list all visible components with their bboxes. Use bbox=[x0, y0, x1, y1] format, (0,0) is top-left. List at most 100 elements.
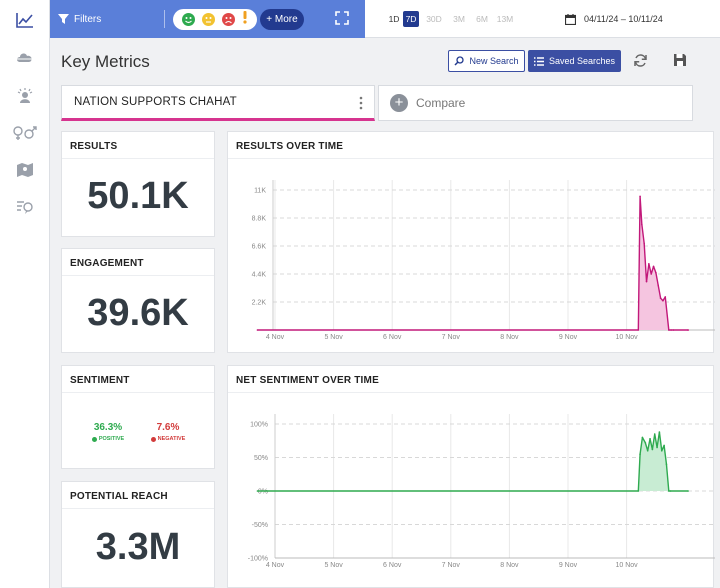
data-point bbox=[667, 329, 670, 331]
nav-gender-icon[interactable] bbox=[10, 120, 40, 146]
calendar-icon bbox=[565, 13, 576, 25]
filters-label: Filters bbox=[74, 13, 102, 25]
x-tick-label: 10 Nov bbox=[616, 562, 639, 569]
list-icon bbox=[533, 56, 544, 66]
search-icon bbox=[454, 56, 465, 66]
positive-face-icon[interactable] bbox=[182, 13, 196, 26]
exclamation-icon[interactable] bbox=[242, 10, 248, 29]
nav-map-icon[interactable] bbox=[10, 157, 40, 183]
series-area bbox=[257, 432, 689, 491]
data-point bbox=[687, 490, 689, 492]
date-bar: 1D 7D 30D 3M 6M 13M 04/11/24 – 10/11/24 bbox=[365, 0, 720, 38]
reach-title: POTENTIAL REACH bbox=[70, 491, 168, 502]
more-filters-button[interactable]: + More bbox=[260, 9, 304, 30]
add-compare-icon: + bbox=[390, 94, 408, 112]
date-range-text: 04/11/24 – 10/11/24 bbox=[584, 14, 663, 24]
engagement-title: ENGAGEMENT bbox=[70, 258, 144, 269]
y-tick-label: -100% bbox=[248, 556, 268, 563]
data-point bbox=[649, 437, 651, 440]
date-range-7d[interactable]: 7D bbox=[403, 11, 419, 27]
positive-label: POSITIVE bbox=[98, 436, 125, 442]
date-range-picker[interactable]: 04/11/24 – 10/11/24 bbox=[565, 10, 663, 28]
expand-icon[interactable] bbox=[335, 11, 349, 30]
data-point bbox=[653, 433, 656, 435]
positive-dot-icon bbox=[91, 436, 97, 442]
data-point bbox=[652, 265, 655, 268]
save-icon[interactable] bbox=[673, 53, 687, 72]
net-sentiment-chart[interactable]: 4 Nov 5 Nov 6 Nov 7 Nov 8 Nov 9 Nov 10 Nov 100%… bbox=[228, 394, 715, 588]
nav-influencer-icon[interactable] bbox=[10, 83, 40, 109]
data-point bbox=[672, 329, 675, 331]
x-tick-label: 6 Nov bbox=[383, 334, 402, 341]
x-tick-label: 10 Nov bbox=[616, 334, 639, 341]
y-tick-label: 6.6K bbox=[252, 244, 267, 251]
date-range-1d[interactable]: 1D bbox=[388, 14, 400, 24]
results-value: 50.1K bbox=[87, 175, 189, 217]
saved-searches-button[interactable]: Saved Searches bbox=[528, 50, 621, 72]
filters-button[interactable]: Filters bbox=[58, 9, 101, 29]
search-tab-main[interactable]: NATION SUPPORTS CHAHAT bbox=[61, 85, 375, 121]
new-search-label: New Search bbox=[469, 56, 519, 66]
page-title: Key Metrics bbox=[61, 52, 150, 71]
divider bbox=[164, 10, 165, 28]
x-tick-label: 7 Nov bbox=[442, 334, 461, 341]
date-range-30d[interactable]: 30D bbox=[426, 14, 442, 24]
date-range-6m[interactable]: 6M bbox=[476, 14, 488, 24]
new-search-button[interactable]: New Search bbox=[448, 50, 525, 72]
data-point bbox=[641, 223, 643, 226]
reach-card: POTENTIAL REACH 3.3M bbox=[61, 481, 215, 588]
data-point bbox=[648, 263, 650, 265]
net-sentiment-card: NET SENTIMENT OVER TIME 4 Nov 5 Nov 6 Nov 7… bbox=[227, 365, 715, 588]
series-line bbox=[257, 195, 689, 331]
positive-pct: 36.3% bbox=[93, 422, 123, 433]
data-point bbox=[643, 242, 645, 245]
data-point bbox=[656, 446, 658, 449]
x-tick-label: 7 Nov bbox=[442, 562, 461, 569]
results-chart[interactable]: 4 Nov 5 Nov 6 Nov 7 Nov 8 Nov 9 Nov 10 Nov 2.2K… bbox=[228, 160, 715, 350]
negative-dot-icon bbox=[150, 436, 156, 442]
series-line bbox=[257, 431, 689, 492]
results-over-time-card: RESULTS OVER TIME 4 Nov 5 Nov 6 Nov 7 Nov 8 … bbox=[227, 131, 715, 353]
data-point bbox=[650, 273, 653, 275]
y-tick-label: 2.2K bbox=[252, 300, 267, 307]
data-point bbox=[646, 450, 649, 452]
sentiment-filter[interactable] bbox=[173, 9, 257, 30]
search-name: NATION SUPPORTS CHAHAT bbox=[74, 96, 237, 108]
y-tick-label: 100% bbox=[250, 422, 268, 429]
reach-value: 3.3M bbox=[95, 526, 181, 568]
x-tick-label: 4 Nov bbox=[266, 562, 285, 569]
data-point bbox=[667, 490, 670, 492]
negative-face-icon[interactable] bbox=[221, 13, 235, 26]
refresh-icon[interactable] bbox=[633, 53, 648, 73]
data-point bbox=[665, 463, 668, 465]
data-point bbox=[663, 444, 665, 447]
positive-sentiment: 36.3% POSITIVE bbox=[86, 422, 130, 442]
negative-sentiment: 7.6% NEGATIVE bbox=[146, 422, 190, 442]
data-point bbox=[651, 448, 654, 451]
data-point bbox=[639, 453, 641, 455]
nav-cloud-icon[interactable] bbox=[10, 44, 40, 70]
results-card: RESULTS 50.1K bbox=[61, 131, 215, 237]
x-tick-label: 8 Nov bbox=[500, 334, 519, 341]
results-title: RESULTS bbox=[70, 141, 118, 152]
x-tick-label: 9 Nov bbox=[559, 562, 578, 569]
x-tick-label: 6 Nov bbox=[383, 562, 402, 569]
sentiment-card: SENTIMENT 36.3% POSITIVE 7.6% NEGATIVE bbox=[61, 365, 215, 469]
y-tick-label: -50% bbox=[252, 522, 268, 529]
negative-pct: 7.6% bbox=[156, 422, 180, 433]
kebab-menu-icon[interactable] bbox=[359, 96, 363, 115]
y-tick-label: 8.8K bbox=[252, 216, 267, 223]
data-point bbox=[645, 280, 648, 283]
nav-trend-icon[interactable] bbox=[10, 7, 40, 33]
data-point bbox=[670, 329, 672, 331]
data-point bbox=[637, 329, 640, 331]
x-tick-label: 9 Nov bbox=[559, 334, 578, 341]
data-point bbox=[657, 284, 660, 287]
compare-tab[interactable]: + Compare bbox=[378, 85, 693, 121]
neutral-face-icon[interactable] bbox=[202, 13, 216, 26]
date-range-3m[interactable]: 3M bbox=[453, 14, 465, 24]
x-tick-label: 8 Nov bbox=[500, 562, 519, 569]
nav-topics-icon[interactable] bbox=[10, 194, 40, 220]
results-over-time-title: RESULTS OVER TIME bbox=[236, 141, 344, 152]
date-range-13m[interactable]: 13M bbox=[496, 14, 514, 24]
